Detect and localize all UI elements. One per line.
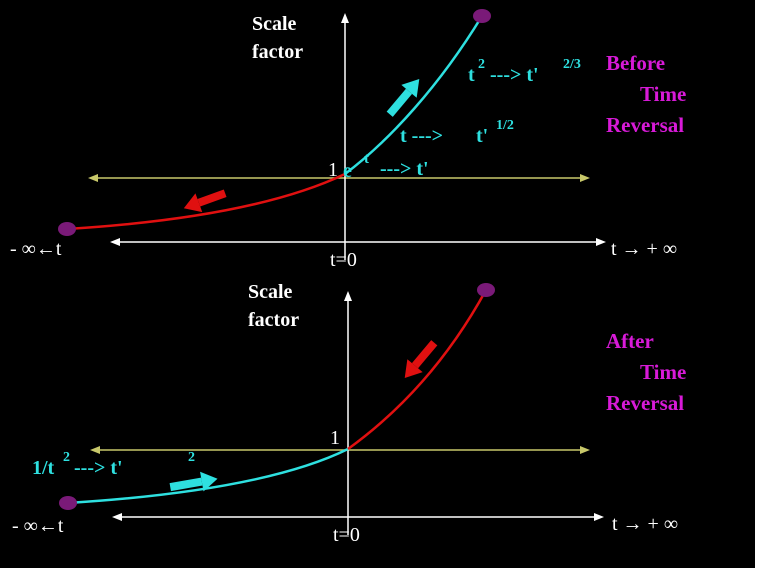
top-eq-sqrt-lhs: t --->: [400, 125, 443, 147]
top-eq-pow-lhs-sup: 2: [478, 57, 485, 72]
top-time-axis-left-arrow: [110, 238, 120, 246]
top-eq-sqrt-sup: 1/2: [496, 118, 514, 133]
bottom-status-line2: Time: [640, 360, 686, 384]
bottom-eq-inv-lhs-sup: 2: [63, 450, 70, 465]
bottom-right-endpoint: [477, 283, 495, 297]
bottom-panel: Scale factor 1 t=0 - ∞←t t → + ∞ After T…: [12, 281, 686, 546]
bottom-eq-inv-arrow: ---> t': [74, 457, 123, 479]
slide-background: [0, 0, 755, 568]
bottom-eq-inv-rhs-sup: 2: [188, 450, 195, 465]
bottom-left-infinity-label: - ∞←t: [12, 515, 64, 537]
top-panel: Scale factor 1 t=0 - ∞←t t → + ∞ Before …: [10, 9, 686, 271]
top-time-axis-right-arrow: [596, 238, 606, 246]
top-left-infinity-label: - ∞←t: [10, 238, 62, 260]
bottom-red-curve: [347, 289, 488, 451]
top-cyan-curve: [344, 15, 484, 175]
bottom-left-endpoint: [59, 496, 77, 510]
top-one-label: 1: [328, 159, 338, 181]
top-guide-right-arrow: [580, 174, 590, 182]
top-origin-label: t=0: [330, 249, 357, 271]
bottom-eq-inv-lhs: 1/t: [32, 457, 55, 479]
bottom-one-label: 1: [330, 427, 340, 449]
top-guide-left-arrow: [88, 174, 98, 182]
top-red-curve: [66, 172, 346, 231]
bottom-status-line1: After: [606, 329, 654, 353]
top-right-infinity-label: t → + ∞: [611, 238, 677, 260]
bottom-origin-label: t=0: [333, 524, 360, 546]
top-eq-pow-arrow: ---> t': [490, 64, 539, 86]
bottom-cyan-curve: [67, 447, 349, 505]
top-status-line3: Reversal: [606, 113, 684, 137]
top-eq-pow-lhs: t: [468, 64, 475, 86]
bottom-scale-axis-arrow: [344, 291, 352, 301]
bottom-guide-right-arrow: [580, 446, 590, 454]
top-red-direction-arrow: [183, 189, 227, 213]
top-scale-axis-arrow: [341, 13, 349, 23]
bottom-guide-left-arrow: [90, 446, 100, 454]
top-status-line2: Time: [640, 82, 686, 106]
bottom-red-direction-arrow: [404, 340, 438, 378]
bottom-status-line3: Reversal: [606, 391, 684, 415]
top-left-endpoint: [58, 222, 76, 236]
top-eq-exp-arrow: ---> t': [380, 158, 429, 180]
top-cyan-direction-arrow: [386, 79, 420, 117]
bottom-time-axis-right-arrow: [594, 513, 604, 521]
top-scale-title-line2: factor: [252, 41, 303, 63]
bottom-scale-title-line2: factor: [248, 309, 299, 331]
top-right-endpoint: [473, 9, 491, 23]
top-eq-pow-rhs-sup: 2/3: [563, 57, 581, 72]
top-status-line1: Before: [606, 51, 665, 75]
bottom-right-infinity-label: t → + ∞: [612, 513, 678, 535]
top-eq-exp-base: e: [343, 160, 352, 182]
bottom-cyan-direction-arrow: [169, 471, 218, 492]
top-eq-exp-sup: t: [364, 151, 369, 167]
top-scale-title-line1: Scale: [252, 13, 297, 35]
bottom-time-axis-left-arrow: [112, 513, 122, 521]
bottom-scale-title-line1: Scale: [248, 281, 293, 303]
top-eq-sqrt-rhs: t': [476, 125, 488, 147]
